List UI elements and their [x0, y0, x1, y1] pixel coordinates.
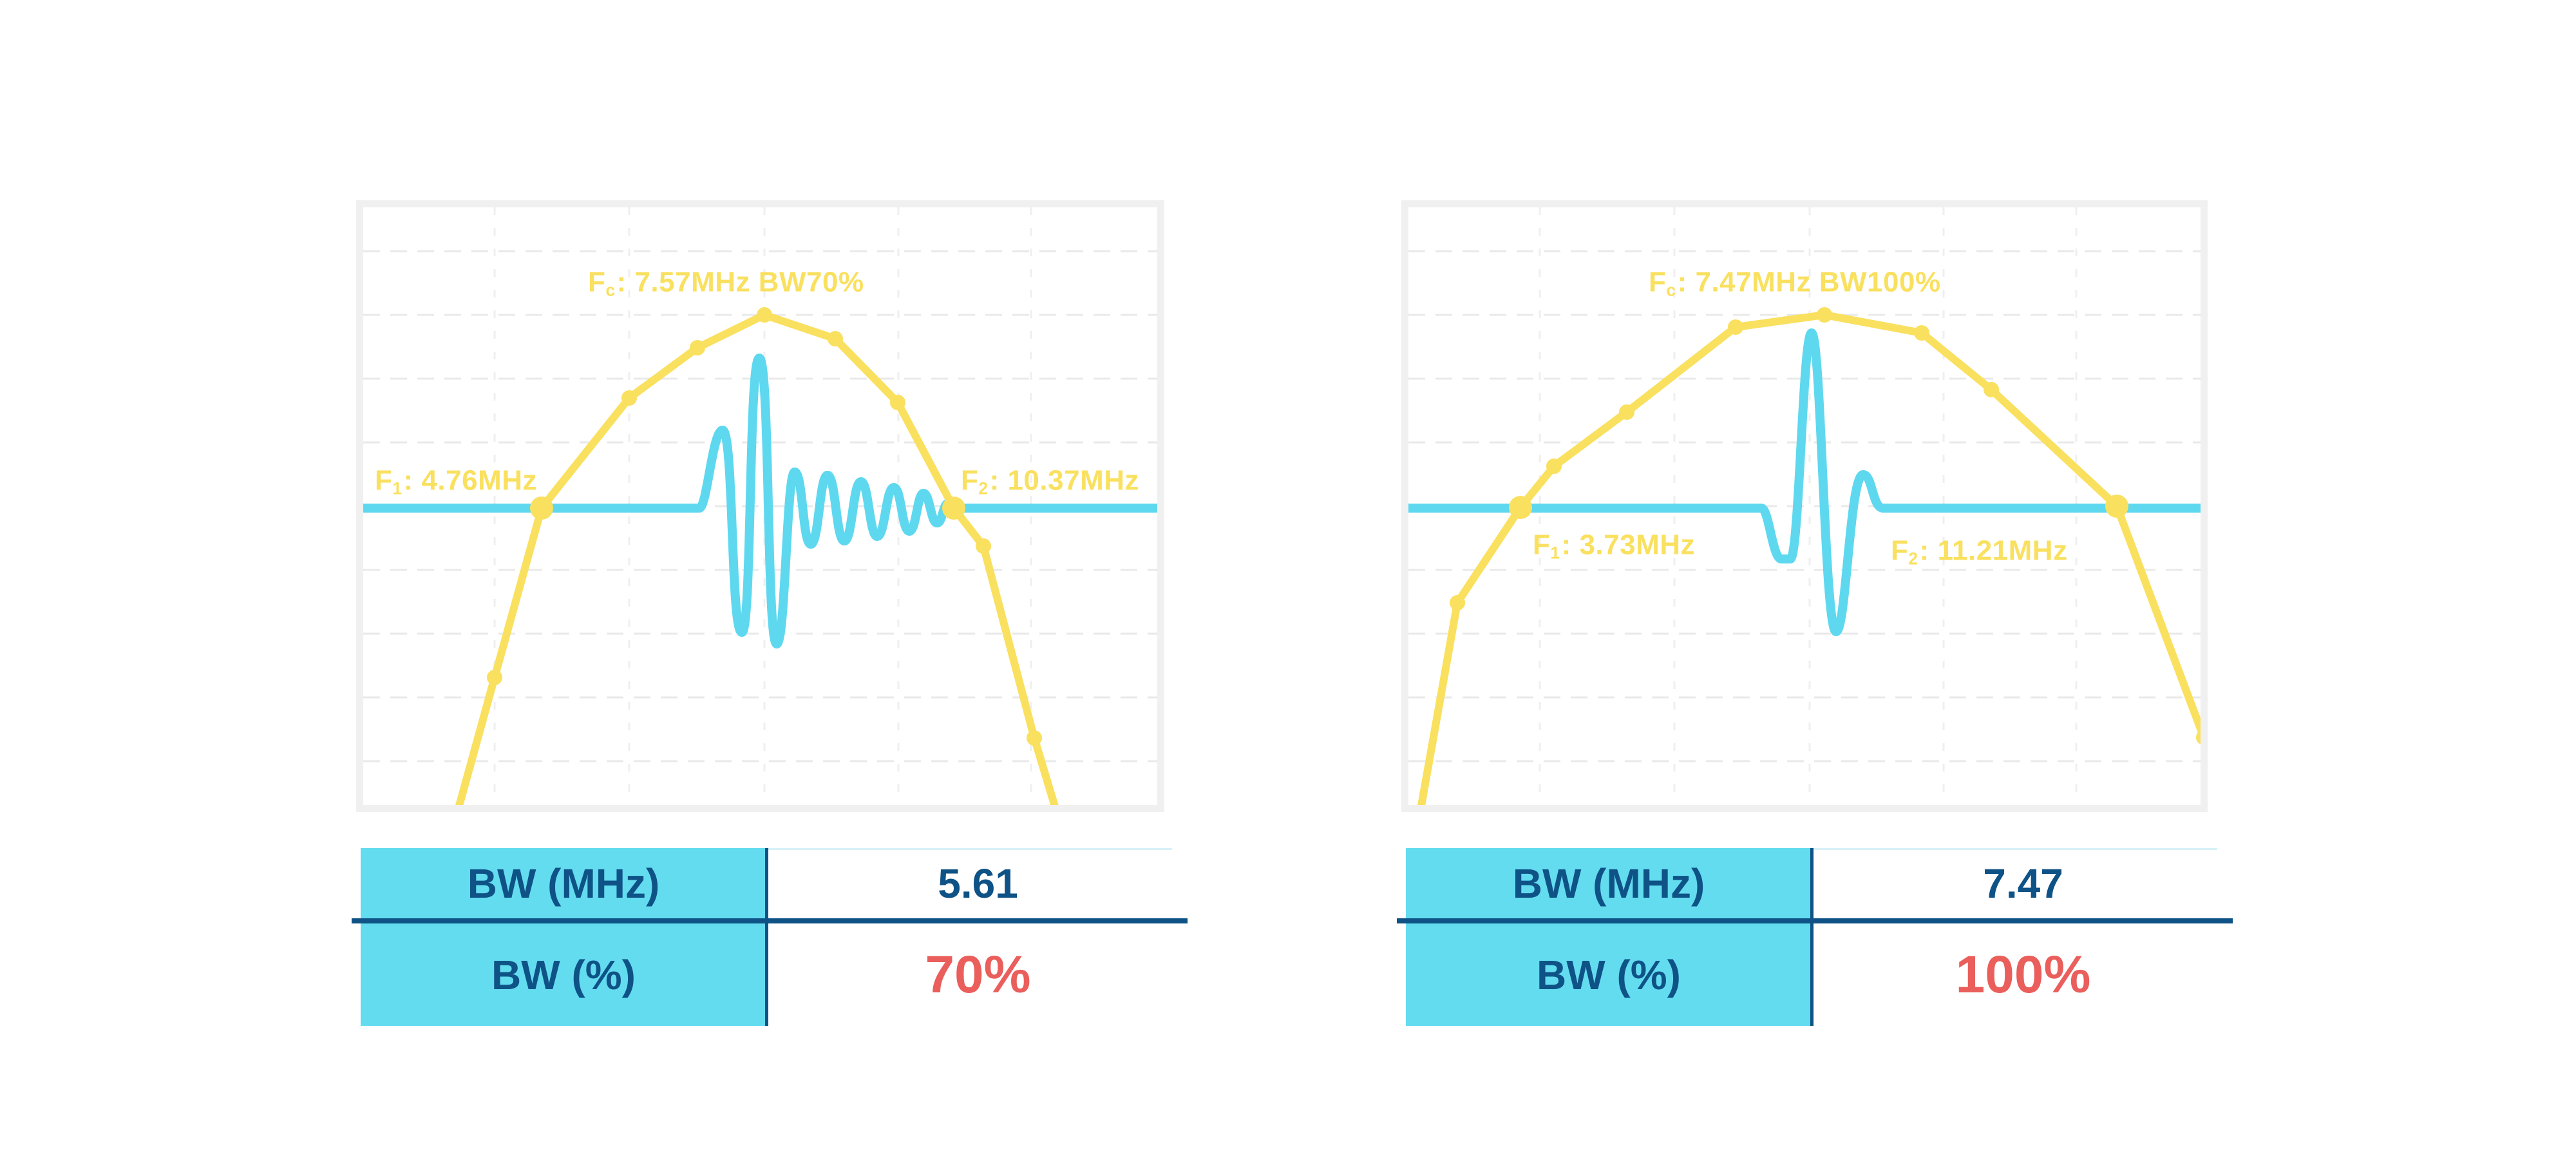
- f1-label-sub: 1: [392, 478, 402, 498]
- f2-label-rest: : 10.37MHz: [989, 464, 1139, 497]
- bw-table-left-topline: [768, 848, 1172, 850]
- fc-label-sub: c: [605, 280, 616, 300]
- f2-label-f: F: [961, 464, 979, 497]
- f1-label-rest: : 3.73MHz: [1561, 529, 1696, 561]
- f2-label-f: F: [1891, 534, 1909, 567]
- bw-pct-label-left: BW (%): [491, 951, 636, 998]
- f1-label-sub: 1: [1550, 543, 1560, 563]
- bw-mhz-value-right: 7.47: [1983, 860, 2063, 907]
- f1-label-f: F: [375, 464, 393, 497]
- chart-left-frame: [356, 200, 1164, 812]
- fc-annotation-right: Fc: 7.47MHz BW100%: [1649, 266, 1941, 300]
- bw-pct-label-right: BW (%): [1537, 951, 1681, 998]
- bw-table-right-header-bg: [1406, 848, 1812, 1026]
- bw-pct-value-right: 100%: [1955, 945, 2091, 1004]
- bw-mhz-label-right: BW (MHz): [1512, 860, 1705, 907]
- fc-label-f: F: [1649, 266, 1667, 298]
- f2-annotation-right: F2: 11.21MHz: [1891, 534, 2068, 569]
- f2-annotation-left: F2: 10.37MHz: [961, 464, 1139, 498]
- fc-label-rest: : 7.47MHz BW100%: [1677, 266, 1941, 298]
- bw-table-left-vline: [765, 848, 768, 1026]
- f1-label-f: F: [1533, 529, 1551, 561]
- spectrum-chart-left: [363, 207, 1157, 805]
- fc-label-sub: c: [1666, 280, 1676, 300]
- bw-mhz-label-left: BW (MHz): [467, 860, 660, 907]
- f2-label-rest: : 11.21MHz: [1919, 534, 2068, 567]
- bw-table-right-divider: [1397, 918, 2233, 923]
- f1-annotation-right: F1: 3.73MHz: [1533, 529, 1695, 563]
- chart-right-frame: [1401, 200, 2208, 812]
- fc-label-f: F: [588, 266, 606, 298]
- spectrum-chart-right: [1408, 207, 2201, 805]
- f2-label-sub: 2: [1908, 549, 1918, 569]
- fc-annotation-left: Fc: 7.57MHz BW70%: [588, 266, 864, 300]
- f1-label-rest: : 4.76MHz: [403, 464, 538, 497]
- bw-table-right-topline: [1814, 848, 2217, 850]
- f2-label-sub: 2: [978, 478, 989, 498]
- bw-table-right-vline: [1810, 848, 1814, 1026]
- bw-table-left-header-bg: [361, 848, 766, 1026]
- bw-table-left-divider: [352, 918, 1188, 923]
- bw-mhz-value-left: 5.61: [938, 860, 1018, 907]
- fc-label-rest: : 7.57MHz BW70%: [616, 266, 864, 298]
- bw-pct-value-left: 70%: [925, 945, 1031, 1004]
- f1-annotation-left: F1: 4.76MHz: [375, 464, 537, 498]
